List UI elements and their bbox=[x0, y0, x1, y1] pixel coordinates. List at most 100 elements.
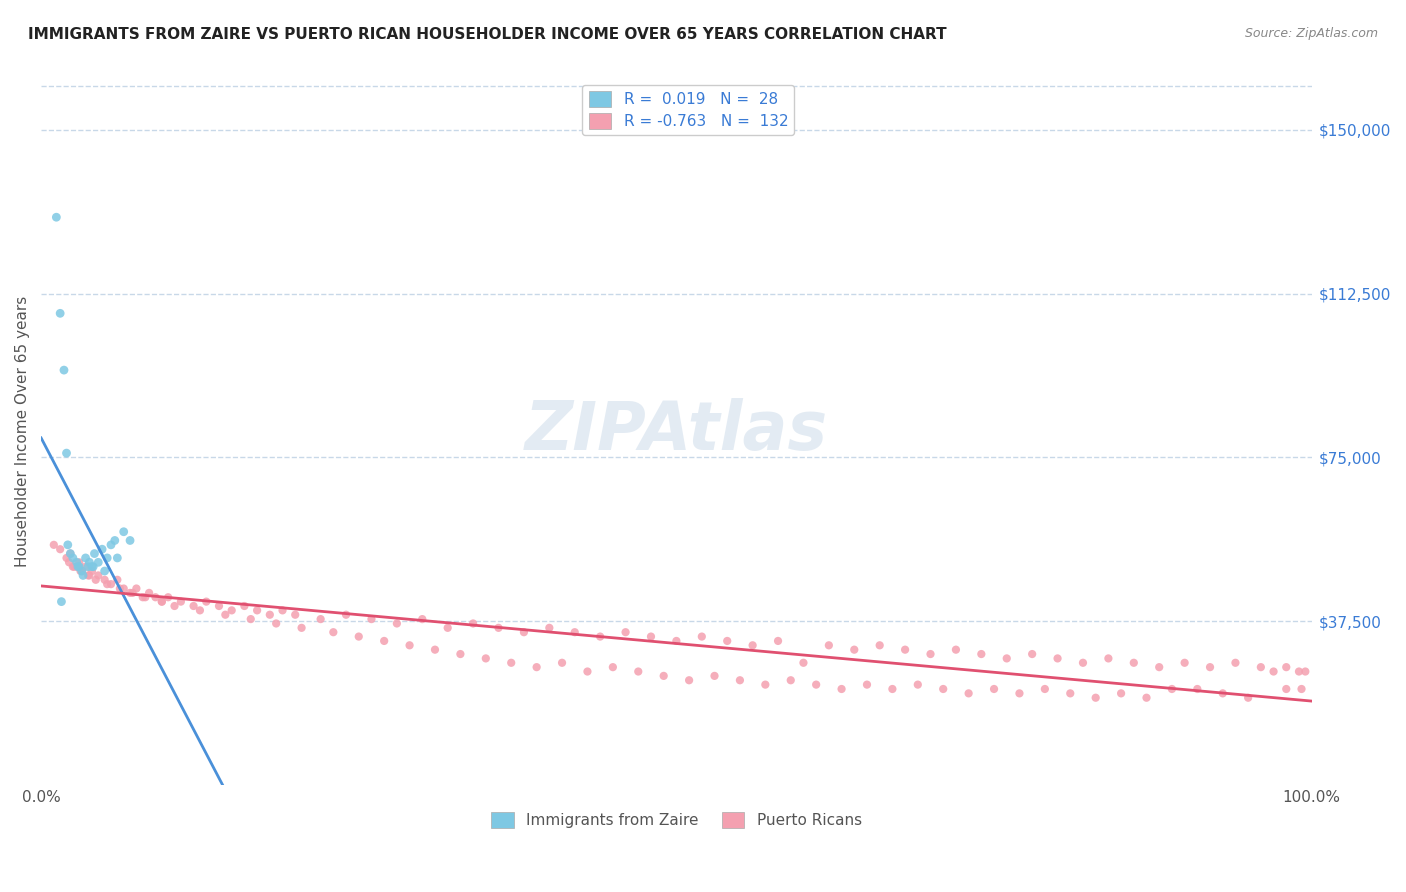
Point bbox=[818, 638, 841, 652]
Point bbox=[77, 559, 100, 574]
Point bbox=[602, 660, 624, 674]
Point bbox=[72, 568, 94, 582]
Point bbox=[77, 568, 100, 582]
Point bbox=[385, 616, 408, 631]
Point bbox=[423, 642, 446, 657]
Point bbox=[75, 559, 97, 574]
Point bbox=[66, 559, 89, 574]
Point bbox=[1021, 647, 1043, 661]
Point bbox=[335, 607, 357, 622]
Point bbox=[80, 559, 103, 574]
Legend: Immigrants from Zaire, Puerto Ricans: Immigrants from Zaire, Puerto Ricans bbox=[485, 805, 868, 834]
Point bbox=[844, 642, 866, 657]
Point bbox=[1294, 665, 1316, 679]
Point bbox=[125, 582, 148, 596]
Point bbox=[188, 603, 211, 617]
Point bbox=[614, 625, 637, 640]
Point bbox=[63, 559, 86, 574]
Point bbox=[678, 673, 700, 688]
Point bbox=[373, 634, 395, 648]
Point bbox=[105, 573, 128, 587]
Point bbox=[96, 550, 118, 565]
Point bbox=[1275, 660, 1298, 674]
Point bbox=[118, 586, 141, 600]
Point bbox=[690, 630, 713, 644]
Text: ZIPAtlas: ZIPAtlas bbox=[524, 398, 828, 464]
Point bbox=[138, 586, 160, 600]
Point bbox=[766, 634, 789, 648]
Point bbox=[449, 647, 471, 661]
Text: IMMIGRANTS FROM ZAIRE VS PUERTO RICAN HOUSEHOLDER INCOME OVER 65 YEARS CORRELATI: IMMIGRANTS FROM ZAIRE VS PUERTO RICAN HO… bbox=[28, 27, 946, 42]
Point bbox=[69, 564, 91, 578]
Point bbox=[150, 594, 173, 608]
Point bbox=[183, 599, 205, 613]
Point bbox=[1291, 681, 1313, 696]
Point bbox=[856, 678, 879, 692]
Point bbox=[104, 533, 127, 548]
Point bbox=[1084, 690, 1107, 705]
Point bbox=[957, 686, 980, 700]
Point bbox=[513, 625, 536, 640]
Point bbox=[728, 673, 751, 688]
Point bbox=[716, 634, 738, 648]
Point bbox=[108, 582, 131, 596]
Point bbox=[264, 616, 287, 631]
Point bbox=[221, 603, 243, 617]
Point bbox=[56, 538, 79, 552]
Point bbox=[1046, 651, 1069, 665]
Point bbox=[49, 306, 72, 320]
Point bbox=[62, 559, 84, 574]
Point bbox=[75, 550, 97, 565]
Point bbox=[49, 542, 72, 557]
Point bbox=[1122, 656, 1144, 670]
Point bbox=[640, 630, 662, 644]
Point bbox=[1097, 651, 1119, 665]
Point bbox=[100, 538, 122, 552]
Point bbox=[894, 642, 917, 657]
Point bbox=[652, 669, 675, 683]
Point bbox=[70, 564, 93, 578]
Point bbox=[1225, 656, 1247, 670]
Point bbox=[45, 211, 67, 225]
Point bbox=[1187, 681, 1209, 696]
Point bbox=[214, 607, 236, 622]
Point bbox=[233, 599, 256, 613]
Point bbox=[66, 555, 89, 569]
Point bbox=[118, 533, 141, 548]
Point bbox=[1275, 681, 1298, 696]
Point bbox=[309, 612, 332, 626]
Point bbox=[627, 665, 650, 679]
Point bbox=[87, 568, 110, 582]
Point bbox=[62, 550, 84, 565]
Point bbox=[1008, 686, 1031, 700]
Point bbox=[82, 559, 104, 574]
Point bbox=[398, 638, 420, 652]
Point bbox=[1071, 656, 1094, 670]
Point bbox=[475, 651, 498, 665]
Point bbox=[538, 621, 561, 635]
Point bbox=[741, 638, 763, 652]
Point bbox=[170, 594, 193, 608]
Point bbox=[163, 599, 186, 613]
Point bbox=[55, 550, 77, 565]
Point bbox=[501, 656, 523, 670]
Point bbox=[150, 594, 173, 608]
Point bbox=[1033, 681, 1056, 696]
Point bbox=[322, 625, 344, 640]
Point bbox=[157, 591, 180, 605]
Point bbox=[42, 538, 65, 552]
Point bbox=[59, 547, 82, 561]
Point bbox=[779, 673, 801, 688]
Point bbox=[1161, 681, 1184, 696]
Text: Source: ZipAtlas.com: Source: ZipAtlas.com bbox=[1244, 27, 1378, 40]
Point bbox=[970, 647, 993, 661]
Point bbox=[59, 547, 82, 561]
Point bbox=[100, 577, 122, 591]
Point bbox=[576, 665, 599, 679]
Point bbox=[67, 559, 90, 574]
Y-axis label: Householder Income Over 65 years: Householder Income Over 65 years bbox=[15, 295, 30, 567]
Point bbox=[347, 630, 370, 644]
Point bbox=[1174, 656, 1197, 670]
Point bbox=[290, 621, 312, 635]
Point bbox=[983, 681, 1005, 696]
